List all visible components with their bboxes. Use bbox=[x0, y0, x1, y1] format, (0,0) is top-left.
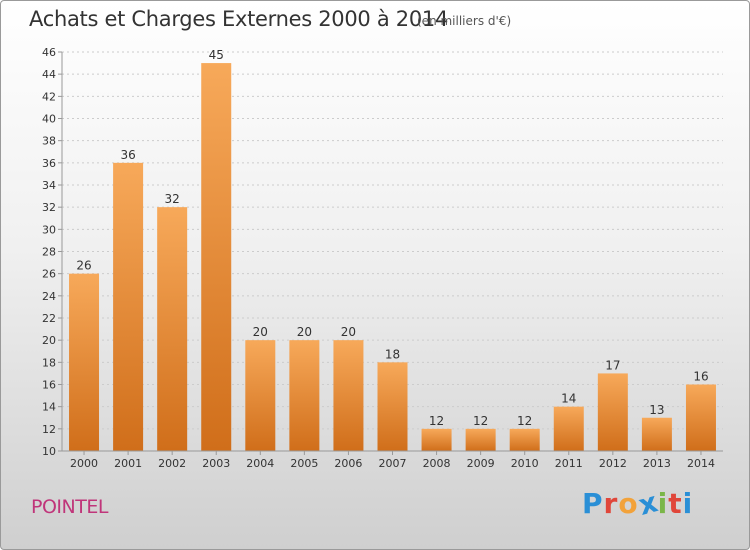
y-tick-label: 18 bbox=[42, 356, 56, 369]
logo-letter: t bbox=[668, 487, 683, 520]
x-tick-label-2002: 2002 bbox=[158, 457, 186, 470]
x-tick-label-2009: 2009 bbox=[467, 457, 495, 470]
bar-2000 bbox=[69, 273, 100, 451]
value-label-2013: 13 bbox=[649, 403, 664, 417]
y-tick-label: 26 bbox=[42, 268, 56, 281]
logo-letter: i bbox=[657, 487, 669, 520]
y-tick-label: 36 bbox=[42, 157, 56, 170]
y-tick-label: 14 bbox=[42, 401, 56, 414]
value-label-2010: 12 bbox=[517, 414, 532, 428]
x-tick-label-2011: 2011 bbox=[555, 457, 583, 470]
value-label-2007: 18 bbox=[385, 347, 400, 361]
bar-2013 bbox=[641, 417, 672, 451]
axes: 10 12 14 16 18 20 22 24 26 28 30 32 34 36 38 40 42 44 46 20… bbox=[42, 46, 723, 470]
logo-letter: r bbox=[603, 487, 619, 520]
logo-letter: o bbox=[618, 487, 639, 520]
bar-2004 bbox=[245, 340, 276, 451]
y-tick-label: 20 bbox=[42, 334, 56, 347]
x-tick-label-2000: 2000 bbox=[70, 457, 98, 470]
y-tick-label: 12 bbox=[42, 423, 56, 436]
x-tick-label-2007: 2007 bbox=[379, 457, 407, 470]
bar-2011 bbox=[553, 406, 584, 451]
value-label-2012: 17 bbox=[605, 358, 620, 372]
value-label-2014: 16 bbox=[693, 370, 708, 384]
value-label-2008: 12 bbox=[429, 414, 444, 428]
x-tick-label-2003: 2003 bbox=[202, 457, 230, 470]
y-tick-label: 16 bbox=[42, 379, 56, 392]
commune-name: POINTEL bbox=[31, 496, 108, 518]
chart-title: Achats et Charges Externes 2000 à 2014 bbox=[29, 7, 449, 31]
y-tick-label: 28 bbox=[42, 246, 56, 259]
y-tick-label: 46 bbox=[42, 46, 56, 59]
y-tick-label: 30 bbox=[42, 223, 56, 236]
bar-2010 bbox=[509, 428, 540, 451]
value-label-2009: 12 bbox=[473, 414, 488, 428]
bar-2008 bbox=[421, 428, 452, 451]
x-tick-label-2004: 2004 bbox=[246, 457, 274, 470]
value-label-2002: 32 bbox=[165, 192, 180, 206]
bars bbox=[69, 63, 716, 452]
bar-2007 bbox=[377, 362, 408, 451]
logo-letter: i bbox=[682, 487, 694, 520]
logo-letter: P bbox=[582, 487, 604, 520]
value-label-2000: 26 bbox=[76, 259, 91, 273]
value-label-2006: 20 bbox=[341, 325, 356, 339]
y-tick-label: 10 bbox=[42, 445, 56, 458]
x-tick-label-2005: 2005 bbox=[290, 457, 318, 470]
value-label-2005: 20 bbox=[297, 325, 312, 339]
y-tick-label: 38 bbox=[42, 135, 56, 148]
bar-2001 bbox=[113, 162, 144, 452]
bar-2009 bbox=[465, 428, 496, 451]
x-tick-label-2013: 2013 bbox=[643, 457, 671, 470]
bar-2002 bbox=[157, 207, 188, 451]
x-tick-label-2010: 2010 bbox=[511, 457, 539, 470]
y-tick-label: 24 bbox=[42, 290, 56, 303]
proxiti-logo: Proxiti bbox=[582, 485, 694, 522]
bar-2006 bbox=[333, 340, 364, 451]
x-tick-label-2012: 2012 bbox=[599, 457, 627, 470]
value-label-2004: 20 bbox=[253, 325, 268, 339]
value-label-2003: 45 bbox=[209, 48, 224, 62]
x-tick-label-2008: 2008 bbox=[423, 457, 451, 470]
x-tick-label-2006: 2006 bbox=[334, 457, 362, 470]
y-tick-label: 34 bbox=[42, 179, 56, 192]
data-labels: 26 36 32 45 20 20 20 18 12 12 12 14 17 13 16 bbox=[76, 48, 708, 428]
y-tick-label: 40 bbox=[42, 113, 56, 126]
chart-unit: (en milliers d'€) bbox=[417, 14, 512, 28]
value-label-2001: 36 bbox=[120, 148, 135, 162]
x-tick-label-2014: 2014 bbox=[687, 457, 715, 470]
bar-2014 bbox=[685, 384, 716, 451]
y-tick-label: 42 bbox=[42, 90, 56, 103]
value-label-2011: 14 bbox=[561, 392, 576, 406]
bar-2003 bbox=[201, 63, 232, 451]
bar-2012 bbox=[597, 373, 628, 451]
bar-2005 bbox=[289, 340, 320, 451]
y-tick-label: 44 bbox=[42, 68, 56, 81]
y-tick-label: 32 bbox=[42, 201, 56, 214]
x-tick-label-2001: 2001 bbox=[114, 457, 142, 470]
y-tick-label: 22 bbox=[42, 312, 56, 325]
